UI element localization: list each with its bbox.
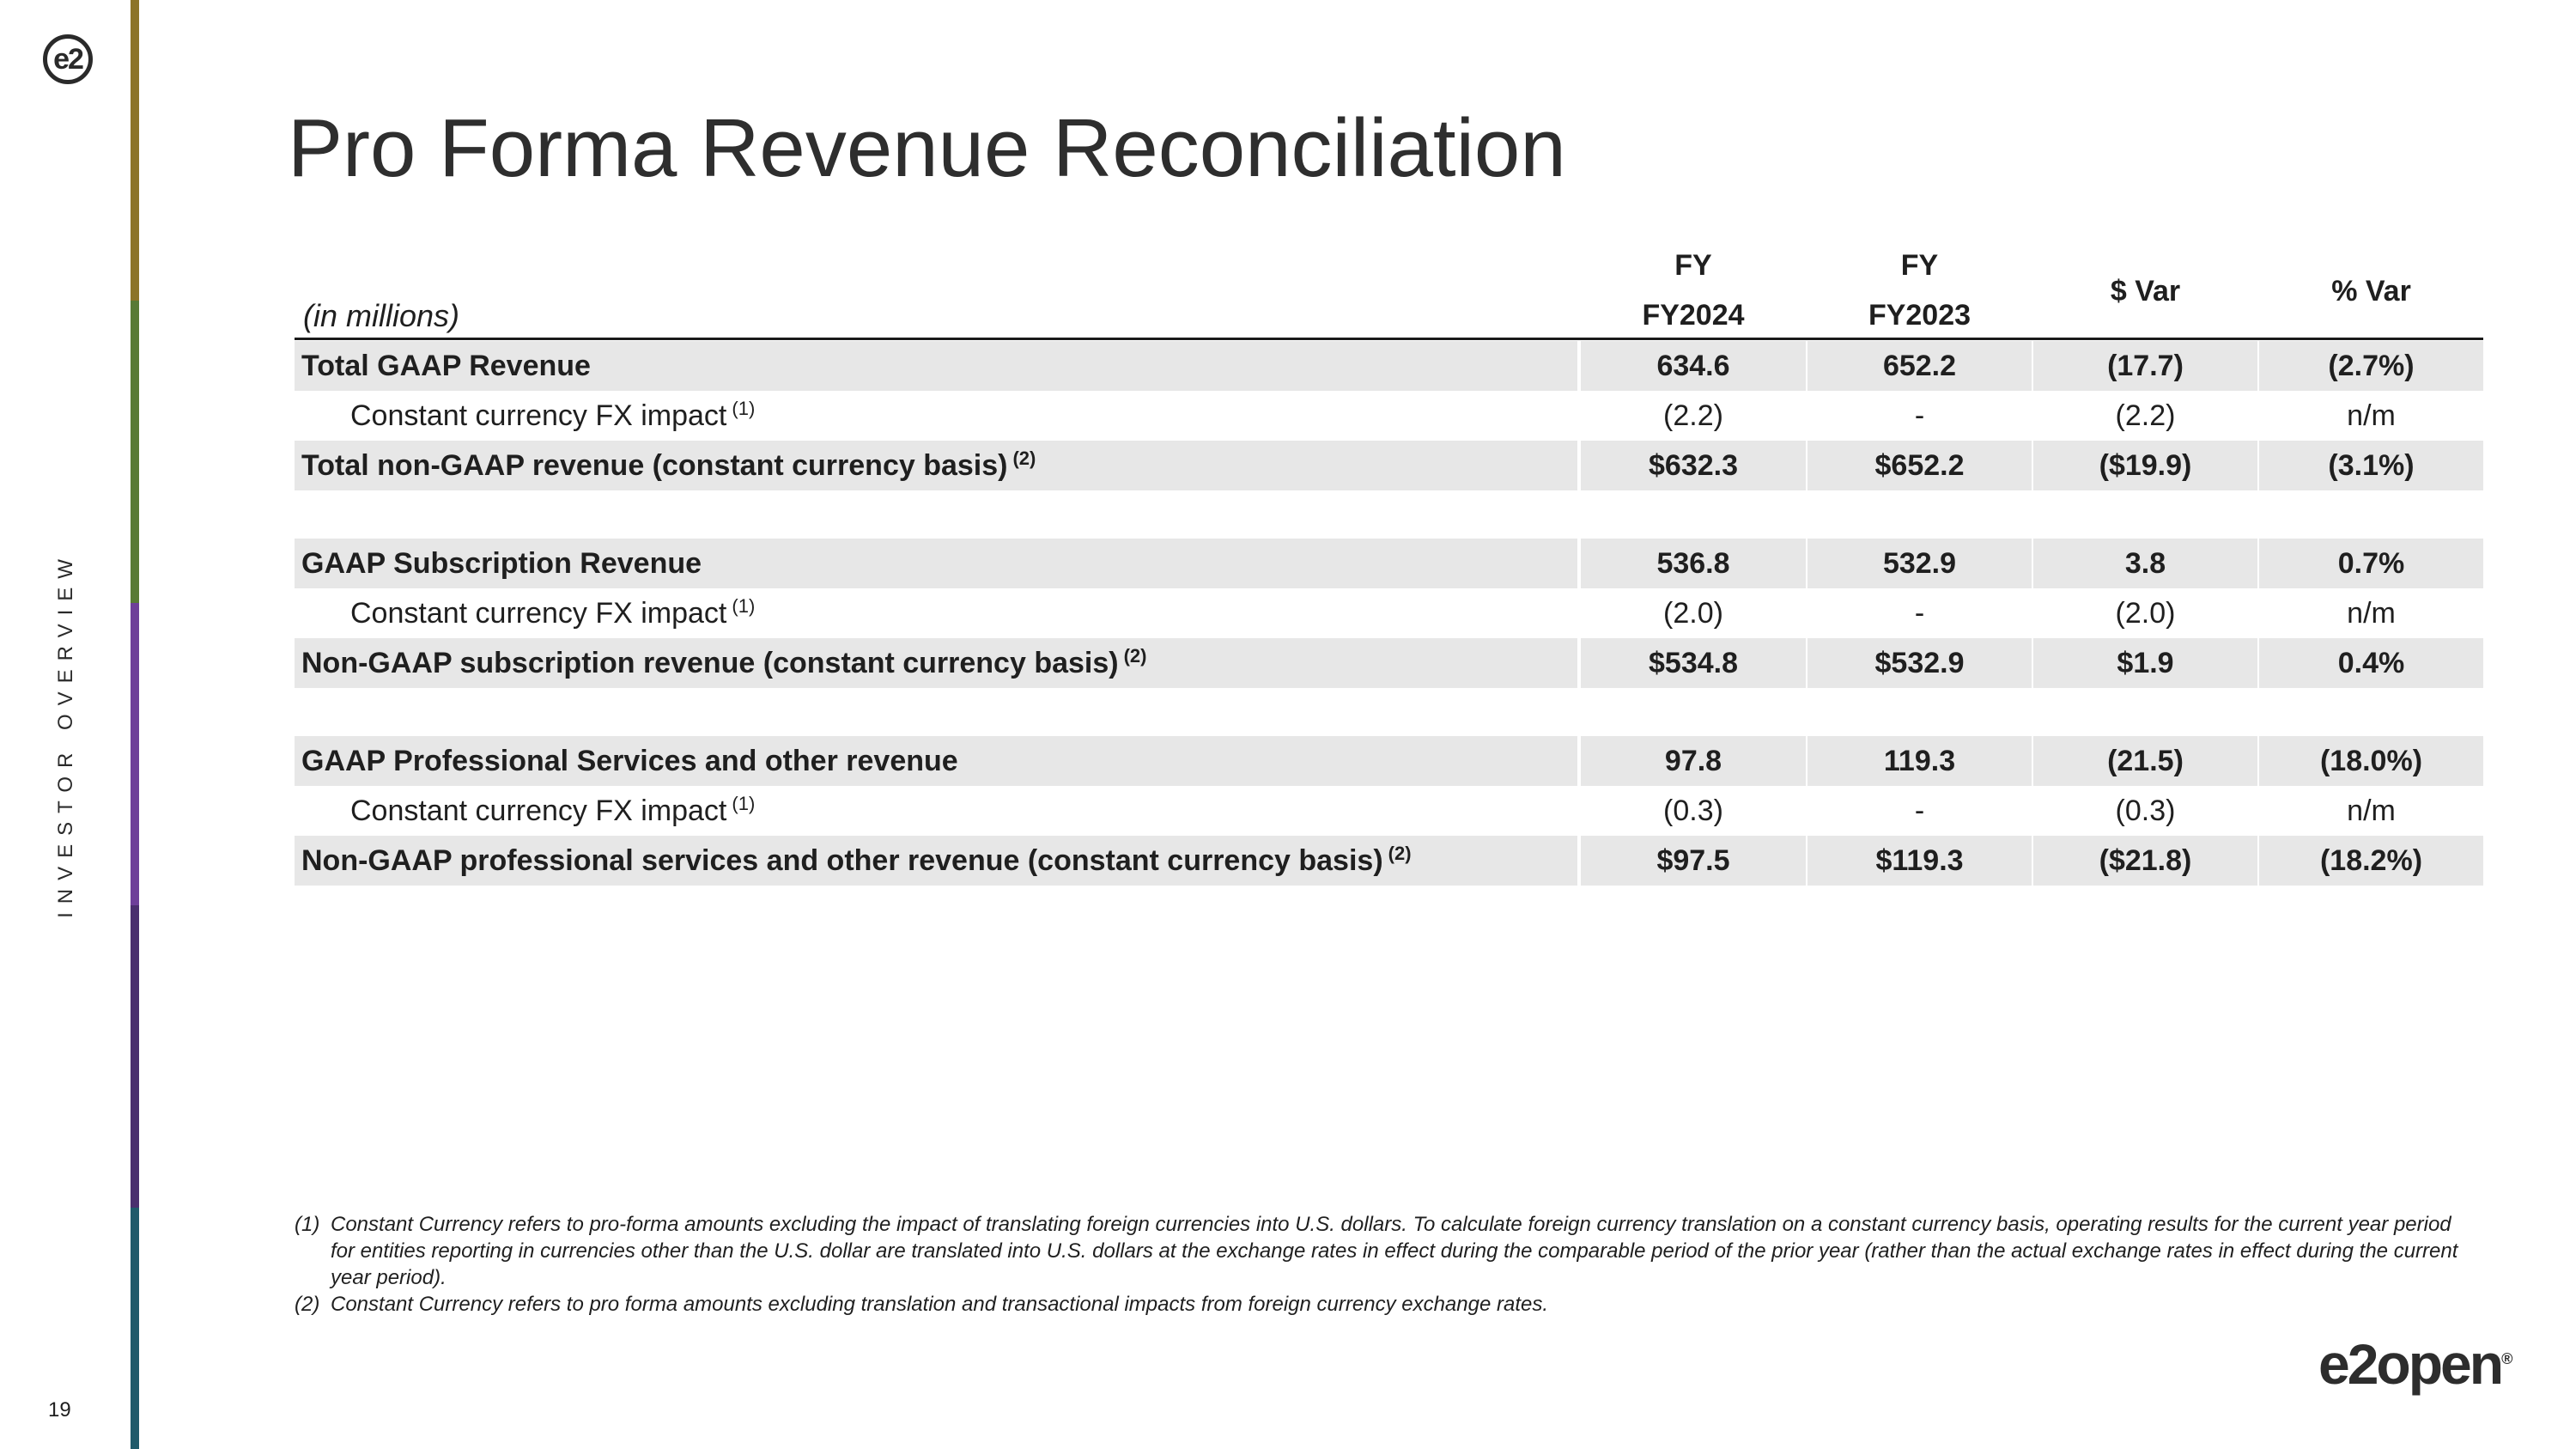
table-row: Constant currency FX impact (1) (2.2) - (…: [295, 391, 2483, 441]
cell-fy2023: $119.3: [1807, 836, 2032, 886]
cell-percent-var: (18.0%): [2259, 736, 2483, 786]
cell-dollar-var: (2.2): [2115, 399, 2176, 432]
cell-dollar-var: (21.5): [2033, 736, 2257, 786]
table-row: Constant currency FX impact (1) (2.0) - (…: [295, 588, 2483, 638]
cell-dollar-var: (17.7): [2033, 341, 2257, 391]
row-label: Constant currency FX impact (1): [350, 397, 756, 432]
e2-logo-icon: e2: [43, 34, 93, 84]
section-label: INVESTOR OVERVIEW: [54, 551, 77, 918]
footnotes: (1) Constant Currency refers to pro-form…: [295, 1211, 2458, 1318]
table-row: Constant currency FX impact (1) (0.3) - (…: [295, 786, 2483, 836]
accent-stripe: [131, 603, 139, 905]
col-header-fy2024-top: FY: [1674, 249, 1712, 282]
page-number: 19: [48, 1398, 71, 1422]
footnote: (1) Constant Currency refers to pro-form…: [295, 1211, 2458, 1291]
accent-stripe: [131, 0, 139, 301]
cell-percent-var: (2.7%): [2259, 341, 2483, 391]
col-header-percent-var: % Var: [2331, 275, 2411, 307]
cell-fy2023: $652.2: [1807, 441, 2032, 490]
cell-dollar-var: ($19.9): [2033, 441, 2257, 490]
page-title: Pro Forma Revenue Reconciliation: [288, 102, 1566, 194]
col-header-fy2023-top: FY: [1900, 249, 1939, 282]
cell-percent-var: n/m: [2347, 795, 2396, 827]
table-row: GAAP Subscription Revenue 536.8 532.9 3.…: [295, 539, 2483, 588]
cell-fy2024: (2.0): [1663, 597, 1723, 630]
row-label: Total non-GAAP revenue (constant currenc…: [295, 441, 1577, 490]
e2open-logo: e2open®: [2318, 1332, 2513, 1396]
accent-stripe: [131, 905, 139, 1208]
row-label: Total GAAP Revenue: [295, 341, 1577, 391]
cell-fy2024: (2.2): [1663, 399, 1723, 432]
table-row: GAAP Professional Services and other rev…: [295, 736, 2483, 786]
footnote-marker: (1): [295, 1213, 320, 1236]
cell-percent-var: n/m: [2347, 399, 2396, 432]
accent-stripe: [131, 1208, 139, 1449]
cell-fy2024: $97.5: [1581, 836, 1806, 886]
cell-percent-var: (18.2%): [2259, 836, 2483, 886]
cell-fy2023: 652.2: [1807, 341, 2032, 391]
cell-dollar-var: 3.8: [2033, 539, 2257, 588]
cell-fy2024: 536.8: [1581, 539, 1806, 588]
cell-dollar-var: (2.0): [2115, 597, 2176, 630]
table-row: Total GAAP Revenue 634.6 652.2 (17.7) (2…: [295, 341, 2483, 391]
cell-fy2023: -: [1914, 399, 1925, 432]
cell-fy2024: 97.8: [1581, 736, 1806, 786]
footnote-text: Constant Currency refers to pro-forma am…: [331, 1213, 2458, 1289]
cell-dollar-var: $1.9: [2033, 638, 2257, 688]
col-header-dollar-var: $ Var: [2110, 275, 2181, 307]
table-row: Total non-GAAP revenue (constant currenc…: [295, 441, 2483, 490]
cell-fy2023: 532.9: [1807, 539, 2032, 588]
cell-fy2024: $534.8: [1581, 638, 1806, 688]
col-header-fy2023: FY2023: [1868, 299, 1971, 332]
cell-fy2024: (0.3): [1663, 795, 1723, 827]
row-label: Non-GAAP subscription revenue (constant …: [295, 638, 1577, 688]
cell-percent-var: n/m: [2347, 597, 2396, 630]
cell-fy2023: -: [1914, 795, 1925, 827]
row-label: GAAP Subscription Revenue: [295, 539, 1577, 588]
cell-fy2023: $532.9: [1807, 638, 2032, 688]
cell-percent-var: (3.1%): [2259, 441, 2483, 490]
accent-stripe: [131, 301, 139, 603]
row-label: Constant currency FX impact (1): [350, 792, 756, 827]
row-label: Constant currency FX impact (1): [350, 594, 756, 630]
cell-dollar-var: ($21.8): [2033, 836, 2257, 886]
cell-percent-var: 0.4%: [2259, 638, 2483, 688]
cell-fy2024: $632.3: [1581, 441, 1806, 490]
header-divider: [295, 338, 2483, 340]
table-row: Non-GAAP professional services and other…: [295, 836, 2483, 886]
col-header-fy2024: FY2024: [1642, 299, 1745, 332]
footnote: (2) Constant Currency refers to pro form…: [295, 1291, 2458, 1318]
cell-fy2024: 634.6: [1581, 341, 1806, 391]
units-label: (in millions): [303, 298, 460, 333]
cell-fy2023: 119.3: [1807, 736, 2032, 786]
table-row: Non-GAAP subscription revenue (constant …: [295, 638, 2483, 688]
row-label: GAAP Professional Services and other rev…: [295, 736, 1577, 786]
cell-fy2023: -: [1914, 597, 1925, 630]
cell-percent-var: 0.7%: [2259, 539, 2483, 588]
footnote-text: Constant Currency refers to pro forma am…: [331, 1293, 1549, 1316]
footnote-marker: (2): [295, 1293, 320, 1316]
row-label: Non-GAAP professional services and other…: [295, 836, 1577, 886]
cell-dollar-var: (0.3): [2115, 795, 2176, 827]
